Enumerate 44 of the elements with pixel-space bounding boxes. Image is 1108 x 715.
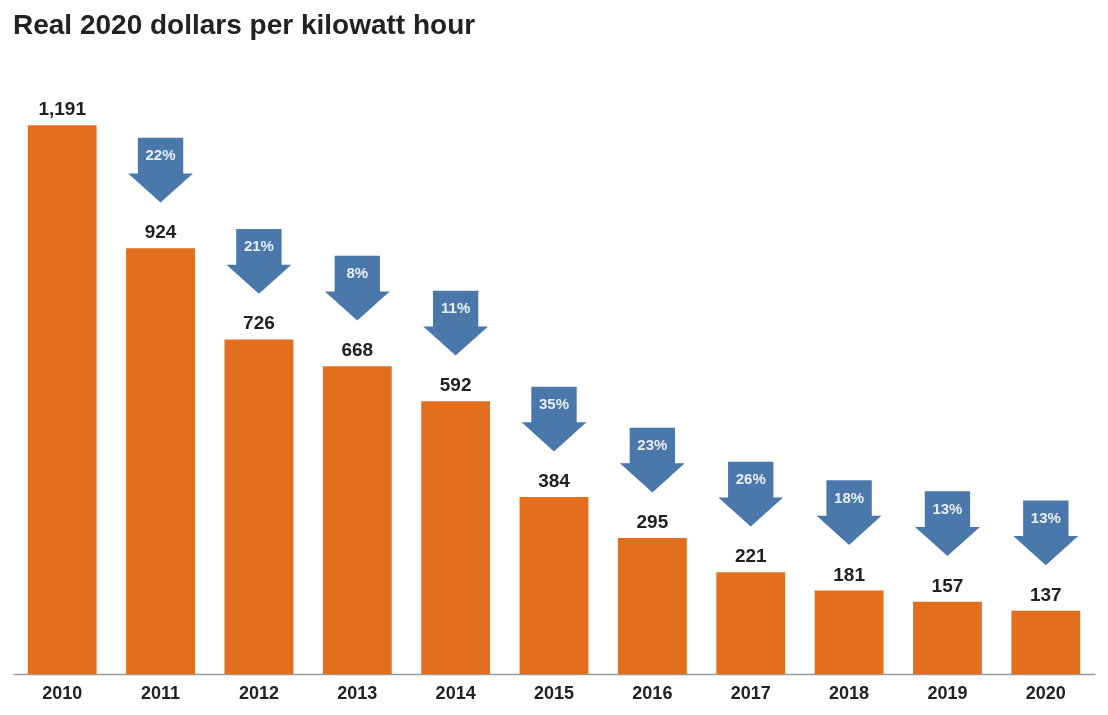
data-label: 668 (341, 339, 374, 361)
annotation: 23% (637, 436, 668, 454)
annotation: 21% (243, 237, 274, 255)
data-label: 295 (636, 511, 669, 533)
bar (27, 125, 97, 674)
bar (716, 572, 786, 674)
annotation: 26% (735, 470, 766, 488)
annotation: 8% (346, 264, 369, 282)
chart-title: Real 2020 dollars per kilowatt hour (13, 9, 476, 41)
bar (126, 248, 195, 674)
data-label: 726 (243, 312, 275, 334)
x-tick-label: 2018 (829, 682, 870, 703)
x-tick-label: 2010 (42, 682, 83, 703)
bar (322, 366, 392, 674)
annotation: 35% (538, 395, 570, 413)
data-label: 1,191 (38, 98, 87, 120)
data-label: 384 (538, 470, 571, 492)
x-tick-label: 2016 (632, 682, 673, 703)
x-tick-label: 2013 (337, 682, 378, 703)
bar (224, 339, 294, 674)
data-label: 924 (144, 221, 177, 243)
x-tick-label: 2014 (435, 682, 476, 703)
x-tick-label: 2020 (1025, 682, 1066, 703)
annotation: 13% (932, 499, 963, 517)
data-label: 592 (439, 374, 472, 396)
bar (1011, 610, 1081, 674)
annotation: 13% (1030, 508, 1061, 526)
data-label: 221 (734, 545, 768, 567)
bar (617, 538, 687, 674)
x-tick-label: 2012 (238, 682, 279, 703)
x-tick-label: 2019 (927, 682, 968, 703)
data-label: 137 (1029, 583, 1062, 605)
bar (421, 401, 491, 674)
bar (913, 601, 982, 674)
x-tick-label: 2015 (533, 682, 575, 703)
annotation: 22% (145, 146, 176, 164)
x-tick-label: 2011 (141, 682, 181, 703)
x-tick-label: 2017 (730, 682, 771, 703)
data-label: 181 (833, 563, 866, 585)
data-label: 157 (931, 574, 964, 596)
bar (519, 497, 589, 674)
bar (814, 590, 884, 674)
annotation: 11% (441, 299, 471, 317)
annotation: 18% (834, 488, 865, 506)
